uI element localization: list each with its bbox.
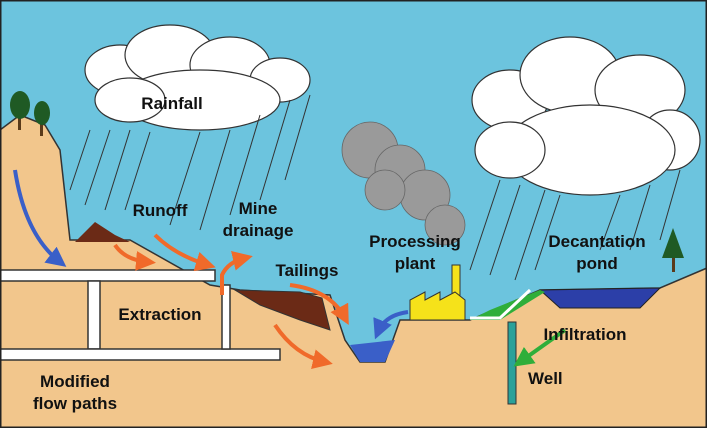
label: Runoff [133, 201, 188, 220]
label-line: Rainfall [141, 94, 202, 113]
label-line: plant [395, 255, 436, 274]
label: Infiltration [543, 325, 626, 344]
label-line: Mine [239, 199, 278, 218]
label-line: Modified [40, 372, 110, 391]
label-line: pond [576, 255, 618, 274]
label-line: Runoff [133, 201, 188, 220]
diagram: Rainfall Runoff Mine drainage Tailings Pr… [0, 0, 707, 428]
label-line: Extraction [118, 305, 201, 324]
label: Tailings [276, 261, 339, 280]
label-line: flow paths [33, 395, 117, 414]
label-line: Tailings [276, 261, 339, 280]
label-line: Well [528, 369, 563, 388]
label: Well [528, 369, 563, 388]
label-line: drainage [223, 222, 294, 241]
label: Rainfall [141, 94, 202, 113]
decantation-pond [540, 288, 660, 308]
label-line: Decantation [548, 232, 645, 251]
label-line: Processing [369, 232, 461, 251]
label: Extraction [118, 305, 201, 324]
label-line: Infiltration [543, 325, 626, 344]
well [508, 322, 516, 404]
